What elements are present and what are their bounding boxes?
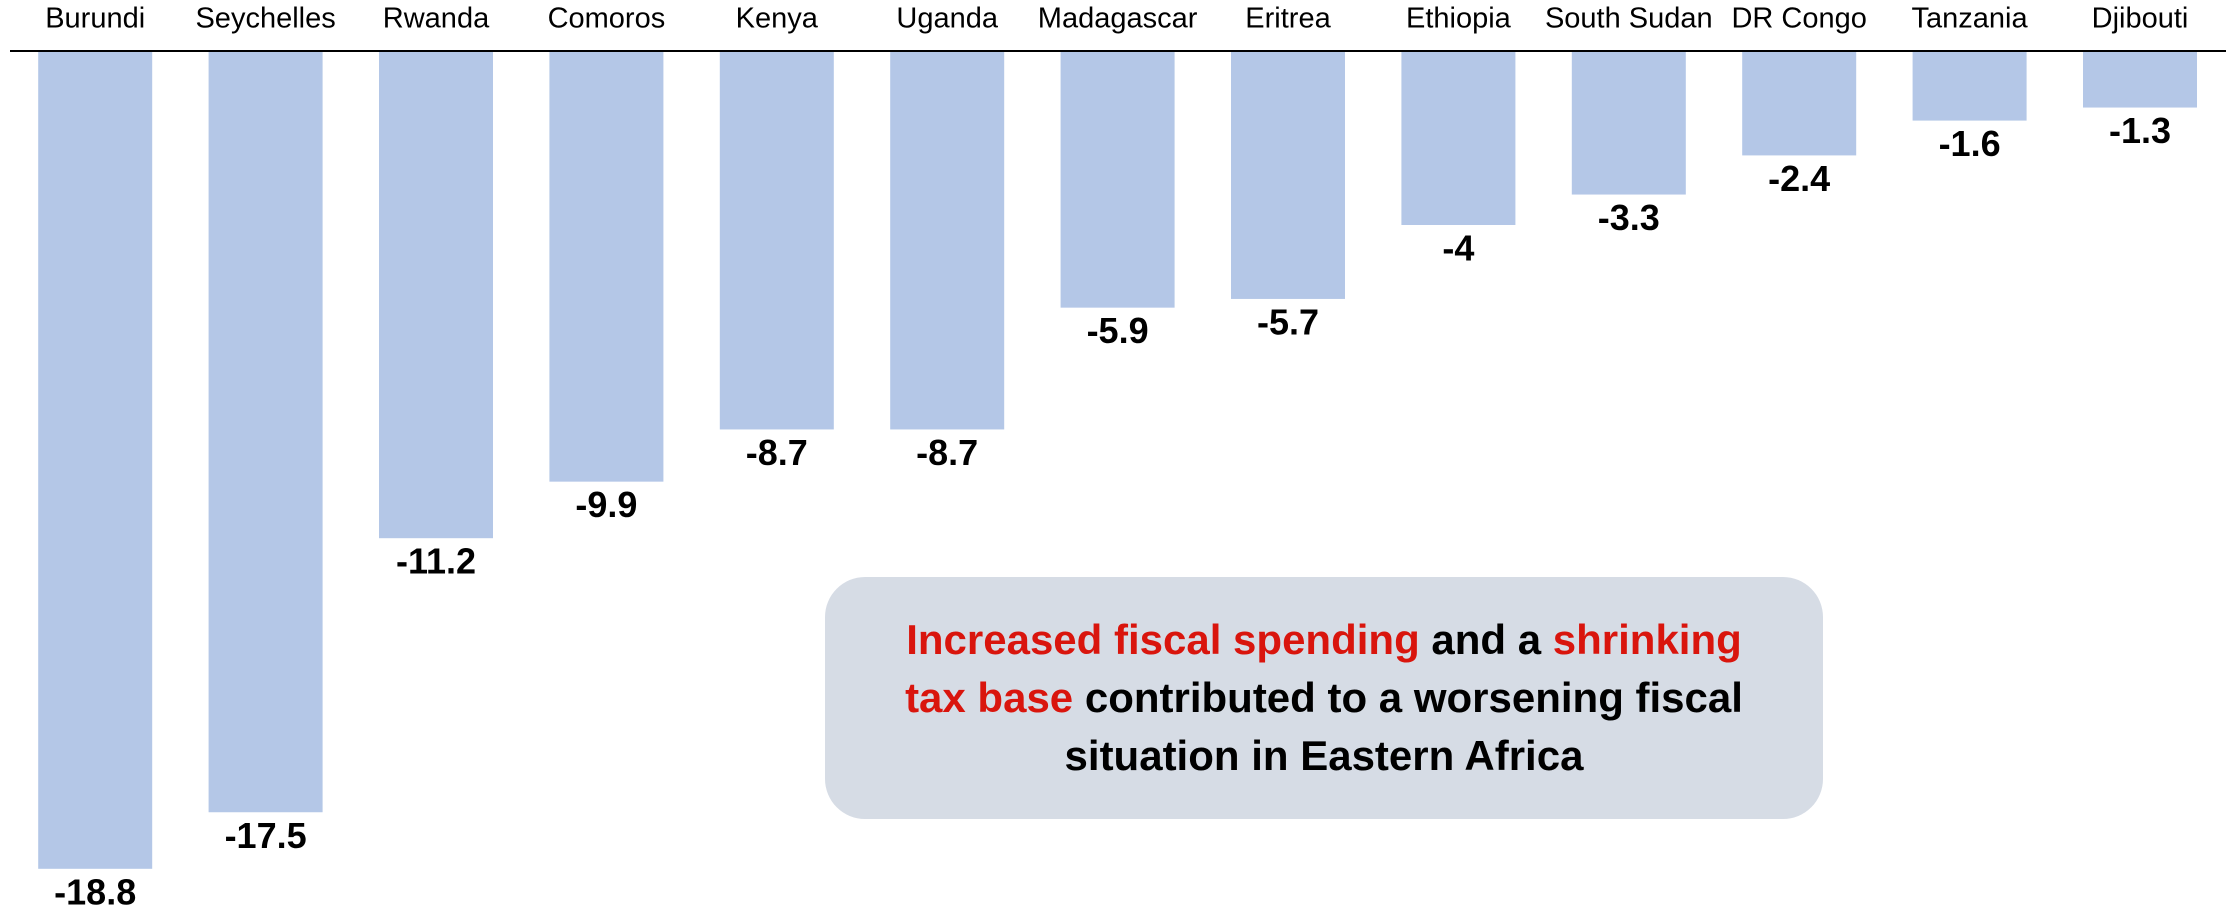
value-label: -2.4 (1768, 158, 1830, 199)
value-label: -18.8 (54, 871, 136, 912)
x-tick-label: Comoros (548, 3, 666, 35)
x-tick-label: Ethiopia (1406, 3, 1512, 35)
value-label: -4 (1442, 228, 1474, 269)
bar (719, 51, 834, 430)
value-label: -8.7 (746, 432, 808, 473)
bar (1401, 51, 1516, 225)
bar (1912, 51, 2027, 121)
annotation-box: Increased fiscal spending and a shrinkin… (825, 577, 1823, 819)
value-label: -9.9 (575, 484, 637, 525)
x-tick-label: Eritrea (1245, 3, 1331, 35)
bar (38, 51, 153, 869)
value-label: -3.3 (1598, 197, 1660, 238)
bar (379, 51, 493, 539)
bar (549, 51, 664, 482)
annotation-segment: and a (1419, 616, 1553, 663)
x-tick-label: Djibouti (2092, 3, 2189, 35)
value-label: -1.3 (2109, 110, 2171, 151)
x-tick-label: Kenya (736, 3, 819, 35)
bar (1571, 51, 1686, 195)
value-label: -5.7 (1257, 301, 1319, 342)
bar (1060, 51, 1175, 308)
x-tick-label: Rwanda (383, 3, 490, 35)
x-tick-label: Burundi (45, 3, 145, 35)
value-label: -8.7 (916, 432, 978, 473)
x-tick-label: Madagascar (1038, 3, 1198, 35)
x-tick-label: South Sudan (1545, 3, 1713, 35)
x-tick-label: Tanzania (1912, 3, 2029, 35)
value-label: -1.6 (1939, 123, 2001, 164)
value-label: -11.2 (396, 541, 476, 582)
annotation-segment: Increased fiscal spending (906, 616, 1420, 663)
bar (1742, 51, 1857, 156)
annotation-segment: contributed to a worsening fiscal situat… (1064, 674, 1755, 779)
value-label: -17.5 (225, 815, 307, 856)
x-tick-label: Uganda (896, 3, 998, 35)
bar (2083, 51, 2197, 108)
bar (208, 51, 323, 813)
x-tick-label: Seychelles (195, 3, 335, 35)
x-tick-label: DR Congo (1731, 3, 1866, 35)
bar (890, 51, 1005, 430)
annotation-segment: shrinking tax base (905, 616, 1754, 721)
bar (1231, 51, 1345, 299)
annotation-text: Increased fiscal spending and a shrinkin… (875, 611, 1773, 785)
value-label: -5.9 (1087, 310, 1149, 351)
